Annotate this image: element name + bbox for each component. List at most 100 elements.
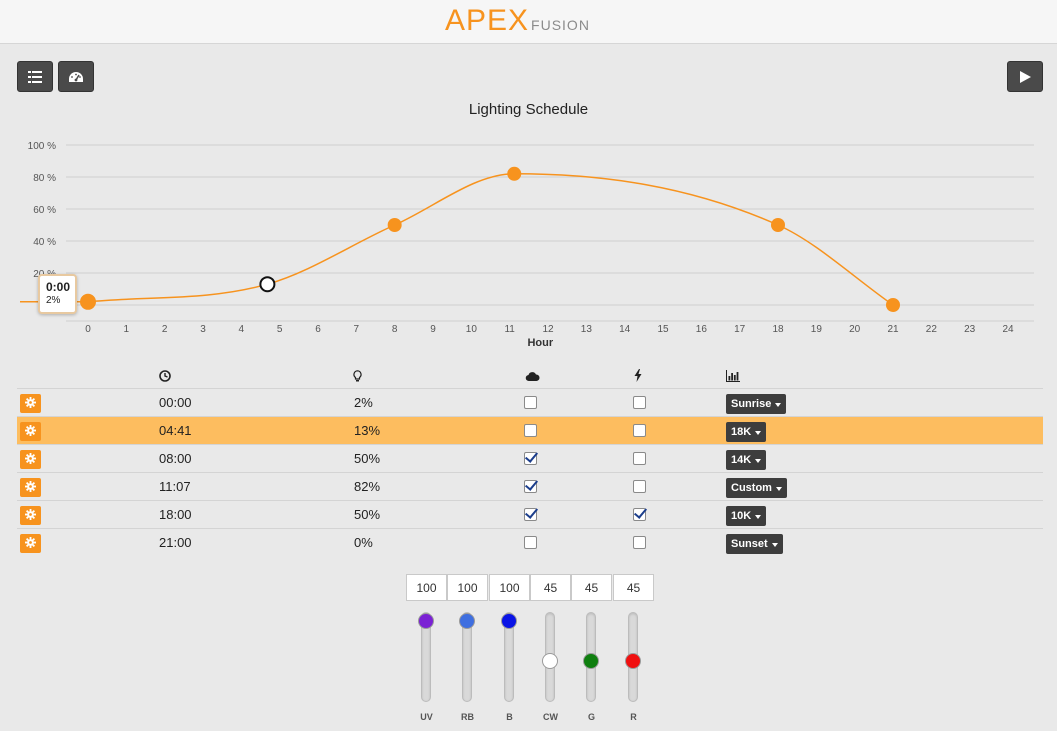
lightning-checkbox[interactable] — [633, 480, 646, 493]
lighting-schedule-chart[interactable]: 100 %80 %60 %40 %20 %0123456789101112131… — [0, 135, 1057, 355]
apex-fusion-logo[interactable]: APEX FUSION — [445, 4, 590, 38]
cloud-checkbox[interactable] — [524, 480, 537, 493]
profile-dropdown[interactable]: 10K — [726, 506, 767, 526]
profile-dropdown[interactable]: Custom — [726, 478, 787, 498]
x-tick-label: 5 — [277, 324, 283, 335]
x-tick-label: 16 — [696, 324, 708, 335]
profile-dropdown[interactable]: Sunrise — [726, 394, 787, 414]
channel-slider-track[interactable] — [421, 612, 431, 702]
x-tick-label: 14 — [619, 324, 631, 335]
logo-main-text: APEX — [445, 4, 530, 37]
chart-title: Lighting Schedule — [468, 101, 589, 118]
profile-dropdown[interactable]: 14K — [726, 450, 767, 470]
lightning-checkbox[interactable] — [633, 452, 646, 465]
x-tick-label: 11 — [504, 324, 515, 335]
schedule-row[interactable]: 18:00 50% 10K — [17, 500, 1043, 528]
caret-down-icon — [755, 514, 762, 519]
row-settings-button[interactable] — [20, 534, 41, 553]
row-settings-button[interactable] — [20, 506, 41, 525]
schedule-row[interactable]: 21:00 0% Sunset — [17, 528, 1043, 556]
profile-dropdown[interactable]: Sunset — [726, 534, 783, 554]
cloud-checkbox[interactable] — [524, 508, 537, 521]
channel-slider-knob[interactable] — [501, 613, 517, 629]
schedule-row[interactable]: 00:00 2% Sunrise — [17, 388, 1043, 416]
lightning-checkbox[interactable] — [633, 508, 646, 521]
x-tick-label: 3 — [200, 324, 206, 335]
channel-value-input[interactable]: 45 — [571, 574, 612, 601]
row-time: 21:00 — [159, 535, 192, 550]
row-intensity: 50% — [354, 451, 381, 466]
profile-label: 10K — [731, 510, 752, 522]
list-view-button[interactable] — [17, 61, 53, 92]
channel-value-input[interactable]: 100 — [447, 574, 488, 601]
channel-value-input[interactable]: 45 — [613, 574, 654, 601]
channel-slider-knob[interactable] — [625, 652, 641, 669]
schedule-table-header — [17, 366, 1043, 388]
data-point[interactable] — [507, 166, 522, 181]
x-tick-label: 10 — [466, 324, 478, 335]
channel-slider-knob[interactable] — [583, 652, 599, 669]
schedule-row[interactable]: 11:07 82% Custom — [17, 472, 1043, 500]
caret-down-icon — [775, 486, 782, 491]
row-intensity: 2% — [354, 395, 373, 410]
x-tick-label: 19 — [811, 324, 823, 335]
channel-sliders: 100 UV 100 RB 100 B 45 CW 45 G 45 R — [406, 574, 654, 724]
list-icon — [28, 70, 42, 83]
gear-icon — [25, 451, 36, 469]
y-tick-label: 80 % — [33, 173, 56, 184]
bulb-icon — [353, 369, 362, 387]
schedule-row[interactable]: 04:41 13% 18K — [17, 416, 1043, 444]
channel-slider-knob[interactable] — [418, 613, 434, 629]
data-point[interactable] — [771, 218, 785, 232]
row-settings-button[interactable] — [20, 422, 41, 441]
lightning-checkbox[interactable] — [633, 396, 646, 409]
tooltip-time: 0:00 — [46, 280, 71, 294]
channel-slider-track[interactable] — [504, 612, 514, 702]
channel-value-input[interactable]: 45 — [530, 574, 571, 601]
channel-slider-track[interactable] — [462, 612, 472, 702]
clock-icon — [159, 369, 171, 387]
channel-slider-knob[interactable] — [459, 613, 475, 629]
row-settings-button[interactable] — [20, 394, 41, 413]
channel-value-input[interactable]: 100 — [406, 574, 447, 601]
lightning-checkbox[interactable] — [633, 536, 646, 549]
row-intensity: 82% — [354, 479, 381, 494]
schedule-row[interactable]: 08:00 50% 14K — [17, 444, 1043, 472]
caret-down-icon — [771, 542, 778, 547]
channel-label: R — [630, 712, 637, 722]
x-tick-label: 4 — [239, 324, 245, 335]
dashboard-button[interactable] — [58, 61, 94, 92]
x-tick-label: 1 — [124, 324, 130, 335]
cloud-checkbox[interactable] — [524, 452, 537, 465]
x-tick-label: 20 — [849, 324, 861, 335]
x-tick-label: 7 — [354, 324, 360, 335]
data-point[interactable] — [80, 293, 96, 310]
gear-icon — [25, 507, 36, 525]
x-axis-title: Hour — [527, 337, 553, 349]
channel-slider-knob[interactable] — [542, 652, 558, 669]
cloud-checkbox[interactable] — [524, 396, 537, 409]
profile-label: Sunset — [731, 538, 768, 550]
profile-label: 14K — [731, 454, 752, 466]
data-point[interactable] — [387, 218, 402, 232]
x-tick-label: 21 — [887, 324, 899, 335]
x-tick-label: 13 — [581, 324, 593, 335]
row-settings-button[interactable] — [20, 450, 41, 469]
cloud-checkbox[interactable] — [524, 424, 537, 437]
cloud-icon — [525, 369, 540, 387]
y-tick-label: 60 % — [33, 205, 56, 216]
x-tick-label: 2 — [162, 324, 168, 335]
tooltip-value: 2% — [46, 295, 61, 306]
x-tick-label: 12 — [542, 324, 554, 335]
channel-label: B — [506, 712, 513, 722]
channel-value-input[interactable]: 100 — [489, 574, 530, 601]
lightning-checkbox[interactable] — [633, 424, 646, 437]
row-intensity: 13% — [354, 423, 381, 438]
data-point-selected[interactable] — [259, 276, 276, 293]
data-point[interactable] — [886, 298, 900, 312]
play-button[interactable] — [1007, 61, 1043, 92]
channel-label: RB — [461, 712, 474, 722]
row-settings-button[interactable] — [20, 478, 41, 497]
cloud-checkbox[interactable] — [524, 536, 537, 549]
profile-dropdown[interactable]: 18K — [726, 422, 767, 442]
